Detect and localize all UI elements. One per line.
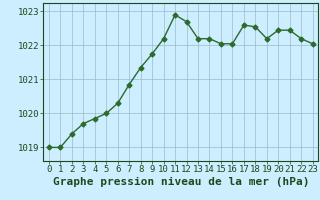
- X-axis label: Graphe pression niveau de la mer (hPa): Graphe pression niveau de la mer (hPa): [52, 177, 309, 187]
